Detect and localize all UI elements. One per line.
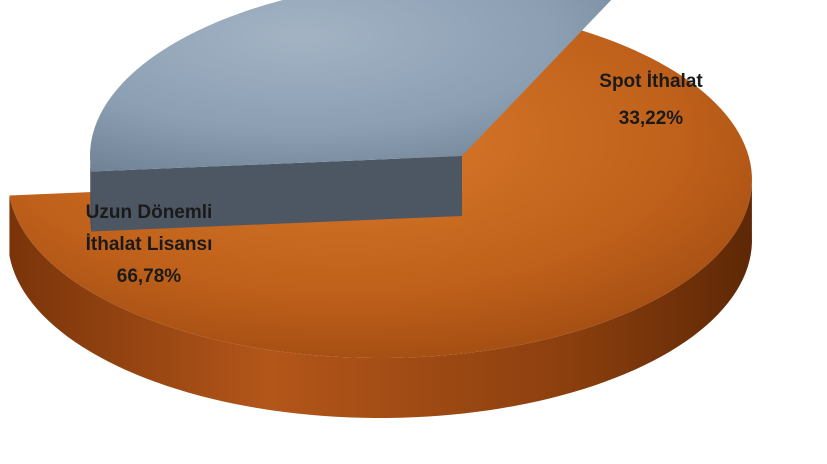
slice-label-long-term-line3: 66,78% (117, 266, 182, 287)
slice-label-spot-line2: 33,22% (619, 108, 684, 129)
pie-slice-side-long-term (9, 175, 752, 418)
slice-label-long-term-line2: İthalat Lisansı (86, 234, 213, 255)
pie-slice-side-spot (90, 149, 92, 232)
pie-slice-wall-spot (91, 156, 462, 232)
slice-label-long-term-line1: Uzun Dönemli (86, 202, 213, 223)
pie-slice-spot (90, 0, 612, 172)
slice-label-spot-line1: Spot İthalat (599, 71, 703, 92)
